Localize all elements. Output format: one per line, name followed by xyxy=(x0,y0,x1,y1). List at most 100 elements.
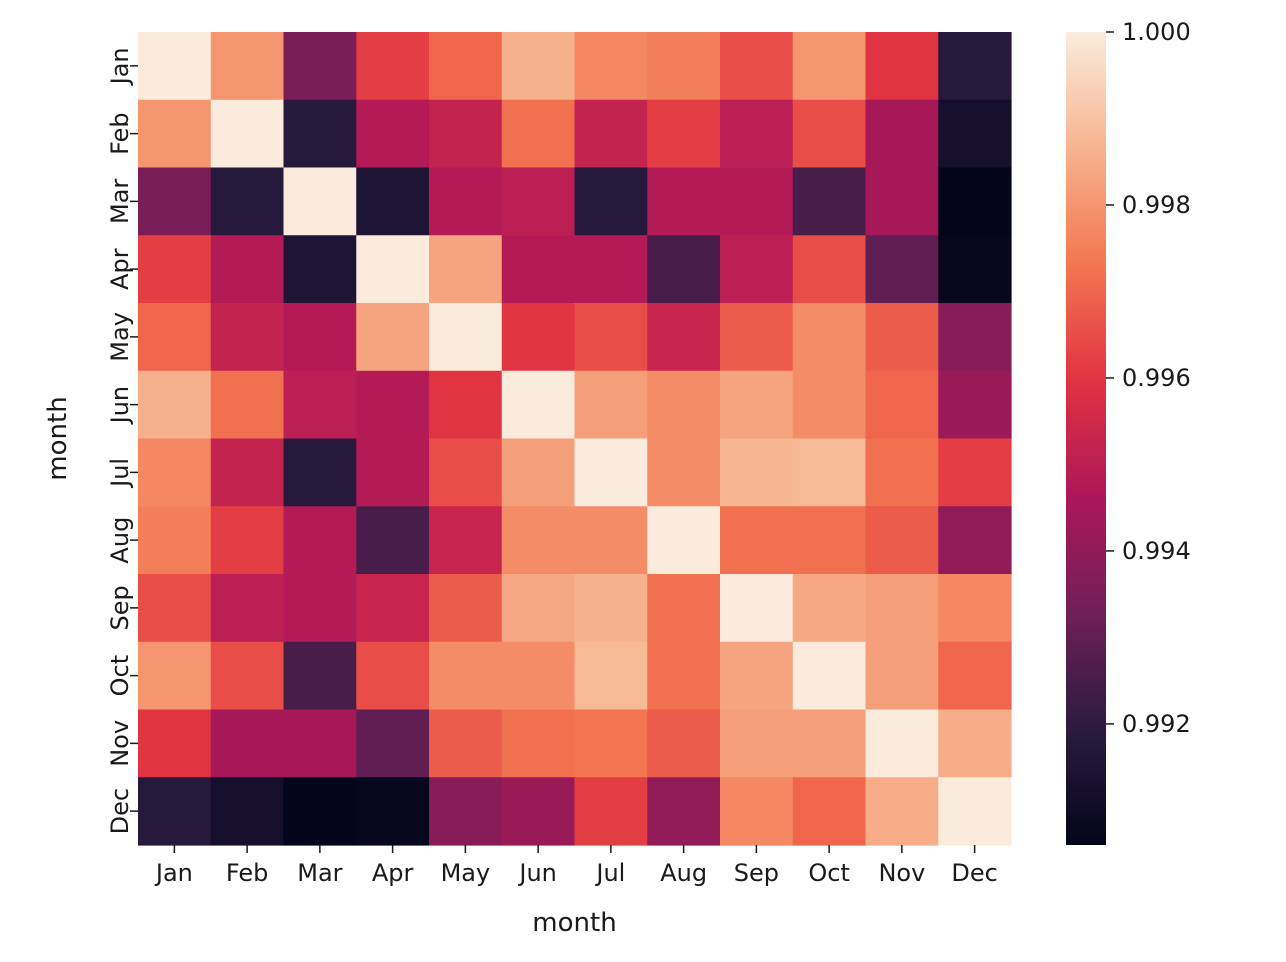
heatmap-cell-may-mar xyxy=(283,303,357,372)
heatmap-cell-nov-oct xyxy=(792,709,867,778)
heatmap-cell-sep-apr xyxy=(356,574,430,643)
heatmap-cell-oct-feb xyxy=(210,641,285,711)
heatmap-cell-dec-jan xyxy=(138,777,212,846)
heatmap-cell-mar-may xyxy=(429,167,503,236)
heatmap-cell-may-jun xyxy=(501,303,576,372)
y-axis-ticks: Jan Feb Mar Apr May Jun Jul Aug Sep Oct Nov Dec xyxy=(106,47,138,834)
heatmap-cell-may-oct xyxy=(792,303,867,372)
heatmap-cell-jul-feb xyxy=(210,438,285,507)
heatmap-cell-aug-apr xyxy=(356,506,430,575)
heatmap-cell-oct-apr xyxy=(356,641,430,711)
heatmap-cell-sep-nov xyxy=(865,574,939,643)
heatmap-cell-oct-nov xyxy=(865,641,939,711)
heatmap-cell-nov-feb xyxy=(210,709,285,778)
heatmap-cell-may-jan xyxy=(138,303,212,372)
heatmap-cell-dec-may xyxy=(429,777,503,846)
y-tick-label: Dec xyxy=(106,788,134,834)
heatmap-cell-aug-jun xyxy=(501,506,576,575)
heatmap-cell-apr-apr xyxy=(356,235,430,304)
heatmap-cell-jan-feb xyxy=(210,32,285,101)
heatmap-cell-aug-dec xyxy=(938,506,1012,575)
heatmap-cell-sep-jun xyxy=(501,574,576,643)
heatmap-cell-nov-mar xyxy=(283,709,357,778)
heatmap-cell-feb-mar xyxy=(283,99,357,169)
heatmap-cell-feb-jun xyxy=(501,99,576,169)
y-tick-label: Jan xyxy=(106,47,134,86)
x-tick-label: Aug xyxy=(660,859,707,887)
heatmap-cell-oct-sep xyxy=(720,641,794,711)
heatmap-cell-apr-jul xyxy=(574,235,648,304)
colorbar-tick-label: 0.992 xyxy=(1122,710,1191,738)
heatmap-cell-jul-jan xyxy=(138,438,212,507)
heatmap-cell-nov-jun xyxy=(501,709,576,778)
y-tick-label: May xyxy=(106,312,134,362)
heatmap-cell-jun-jun xyxy=(501,370,576,440)
heatmap-cell-mar-aug xyxy=(647,167,721,236)
heatmap-cell-mar-nov xyxy=(865,167,939,236)
heatmap-cell-may-apr xyxy=(356,303,430,372)
heatmap-cell-jan-nov xyxy=(865,32,939,101)
heatmap-cell-aug-oct xyxy=(792,506,867,575)
heatmap-cell-feb-jul xyxy=(574,99,648,169)
heatmap-cell-oct-oct xyxy=(792,641,867,711)
heatmap-cell-mar-oct xyxy=(792,167,867,236)
x-tick-label: Dec xyxy=(951,859,997,887)
heatmap-cell-may-dec xyxy=(938,303,1012,372)
heatmap-cell-mar-feb xyxy=(210,167,285,236)
x-tick-label: Jun xyxy=(517,859,557,887)
heatmap-cell-apr-jun xyxy=(501,235,576,304)
heatmap-cell-jun-nov xyxy=(865,370,939,440)
heatmap-cell-jul-aug xyxy=(647,438,721,507)
heatmap-cell-apr-feb xyxy=(210,235,285,304)
y-tick-label: Apr xyxy=(106,248,134,290)
heatmap-cell-jan-apr xyxy=(356,32,430,101)
x-tick-label: Jan xyxy=(154,859,193,887)
colorbar-tick-label: 0.996 xyxy=(1122,364,1191,392)
heatmap-cell-jan-oct xyxy=(792,32,867,101)
heatmap-cell-sep-mar xyxy=(283,574,357,643)
heatmap-cell-apr-may xyxy=(429,235,503,304)
heatmap-cell-sep-jul xyxy=(574,574,648,643)
y-tick-label: Nov xyxy=(106,720,134,767)
heatmap-cell-mar-apr xyxy=(356,167,430,236)
heatmap-cell-aug-aug xyxy=(647,506,721,575)
heatmap-cell-aug-jan xyxy=(138,506,212,575)
heatmap-cell-mar-dec xyxy=(938,167,1012,236)
heatmap-cell-nov-jan xyxy=(138,709,212,778)
heatmap-cell-sep-oct xyxy=(792,574,867,643)
heatmap-cell-dec-nov xyxy=(865,777,939,846)
heatmap-cell-mar-jun xyxy=(501,167,576,236)
heatmap-cell-feb-aug xyxy=(647,99,721,169)
heatmap-cell-nov-nov xyxy=(865,709,939,778)
heatmap-cell-jan-mar xyxy=(283,32,357,101)
heatmap-cell-jun-aug xyxy=(647,370,721,440)
heatmap-cell-dec-jun xyxy=(501,777,576,846)
heatmap-cell-nov-may xyxy=(429,709,503,778)
heatmap-cell-oct-may xyxy=(429,641,503,711)
heatmap-cell-jan-sep xyxy=(720,32,794,101)
heatmap-cell-apr-jan xyxy=(138,235,212,304)
heatmap-cell-apr-mar xyxy=(283,235,357,304)
x-tick-label: Sep xyxy=(734,859,779,887)
heatmap-cell-may-jul xyxy=(574,303,648,372)
heatmap-cell-apr-sep xyxy=(720,235,794,304)
heatmap-cell-jun-sep xyxy=(720,370,794,440)
heatmap-cell-apr-oct xyxy=(792,235,867,304)
heatmap-cell-feb-apr xyxy=(356,99,430,169)
heatmap-cell-jul-jun xyxy=(501,438,576,507)
heatmap-cell-dec-aug xyxy=(647,777,721,846)
heatmap-cell-oct-jul xyxy=(574,641,648,711)
heatmap-cell-dec-apr xyxy=(356,777,430,846)
colorbar-tick-label: 1.000 xyxy=(1122,18,1191,46)
colorbar-tick-label: 0.998 xyxy=(1122,191,1191,219)
y-tick-label: Jun xyxy=(106,386,134,426)
x-axis-ticks: Jan Feb Mar Apr May Jun Jul Aug Sep Oct Nov Dec xyxy=(154,845,998,887)
heatmap-cell-dec-jul xyxy=(574,777,648,846)
x-tick-label: Oct xyxy=(808,859,850,887)
heatmap-cell-dec-dec xyxy=(938,777,1012,846)
heatmap-cell-jul-jul xyxy=(574,438,648,507)
y-axis-label: month xyxy=(43,396,73,480)
heatmap-cell-nov-apr xyxy=(356,709,430,778)
heatmap-cell-aug-mar xyxy=(283,506,357,575)
x-tick-label: Mar xyxy=(297,859,342,887)
